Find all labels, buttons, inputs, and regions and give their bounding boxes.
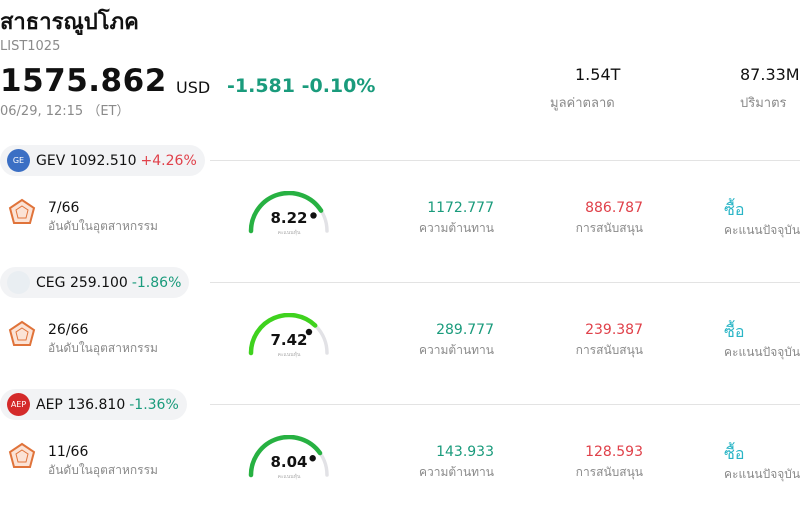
gauge-fill — [248, 435, 323, 478]
support-value: 239.387 — [585, 322, 643, 338]
holding-ticker: CEG — [36, 274, 66, 291]
industry-rank-label: อันดับในอุตสาหกรรม — [48, 341, 158, 355]
resistance-value: 143.933 — [436, 444, 494, 460]
rating-buy[interactable]: ซื้อ — [724, 444, 745, 463]
holding-ticker: GEV — [36, 152, 66, 169]
industry-rank-label: อันดับในอุตสาหกรรม — [48, 463, 158, 477]
resistance-label: ความต้านทาน — [419, 465, 494, 479]
holding-row[interactable]: AEP AEP 136.810 -1.36% 11/66 อันดับในอุต… — [0, 389, 800, 511]
score-gauge — [248, 313, 329, 356]
holding-change-pct: -1.36% — [129, 396, 179, 413]
gauge-fill — [248, 191, 324, 234]
stock-score: 8.22 — [270, 209, 308, 227]
holding-ticker-pill[interactable]: CEG 259.100 -1.86% — [0, 267, 190, 298]
score-gauge — [248, 435, 329, 478]
volume-label: ปริมาตร — [740, 96, 787, 111]
holding-ticker-pill[interactable]: GE GEV 1092.510 +4.26% — [0, 145, 205, 176]
industry-rank: 26/66 — [48, 322, 89, 338]
company-logo-icon — [7, 271, 30, 294]
company-logo-icon: AEP — [7, 393, 30, 416]
stock-score-label: คะแนนหุ้น — [277, 230, 301, 236]
holding-row[interactable]: CEG 259.100 -1.86% 26/66 อันดับในอุตสาหก… — [0, 267, 800, 389]
price-currency: USD — [176, 78, 211, 97]
index-price: 1575.862 — [0, 63, 167, 99]
support-value: 886.787 — [585, 200, 643, 216]
resistance-label: ความต้านทาน — [419, 221, 494, 235]
support-label: การสนับสนุน — [575, 465, 643, 479]
support-value: 128.593 — [585, 444, 643, 460]
pentagon-rank-icon — [8, 442, 36, 468]
holding-row[interactable]: GE GEV 1092.510 +4.26% 7/66 อันดับในอุตส… — [0, 145, 800, 267]
score-gauge — [248, 191, 329, 234]
logo-text: AEP — [10, 400, 27, 409]
industry-rank: 7/66 — [48, 200, 80, 216]
support-label: การสนับสนุน — [575, 221, 643, 235]
stock-score: 8.04 — [270, 453, 308, 471]
price-change: -1.581 -0.10% — [227, 75, 376, 97]
index-symbol: LIST1025 — [0, 39, 61, 54]
holding-ticker-pill[interactable]: AEP AEP 136.810 -1.36% — [0, 389, 187, 420]
gauge-needle-dot — [310, 212, 317, 219]
holding-change-pct: -1.86% — [131, 274, 182, 291]
current-rating-label: คะแนนปัจจุบัน — [724, 223, 800, 237]
rating-buy[interactable]: ซื้อ — [724, 200, 745, 219]
holding-change-pct: +4.26% — [140, 152, 197, 169]
volume-value: 87.33M — [740, 65, 800, 84]
quote-timestamp: 06/29, 12:15 （ET） — [0, 104, 130, 119]
market-cap-label: มูลค่าตลาด — [550, 96, 615, 111]
resistance-value: 289.777 — [436, 322, 494, 338]
page-title: สาธารณูปโภค — [0, 10, 139, 35]
row-divider — [210, 282, 800, 283]
logo-text: GE — [12, 156, 25, 165]
rating-buy[interactable]: ซื้อ — [724, 322, 745, 341]
industry-rank-label: อันดับในอุตสาหกรรม — [48, 219, 158, 233]
holding-ticker: AEP — [36, 396, 63, 413]
row-divider — [210, 160, 800, 161]
row-divider — [210, 404, 800, 405]
stock-score-label: คะแนนหุ้น — [277, 352, 301, 358]
market-cap-value: 1.54T — [575, 65, 621, 84]
support-label: การสนับสนุน — [575, 343, 643, 357]
holding-price: 136.810 — [67, 396, 126, 413]
gauge-needle-dot — [309, 455, 316, 462]
current-rating-label: คะแนนปัจจุบัน — [724, 467, 800, 481]
company-logo-icon: GE — [7, 149, 30, 172]
current-rating-label: คะแนนปัจจุบัน — [724, 345, 800, 359]
holding-price: 1092.510 — [69, 152, 137, 169]
gauge-fill — [248, 313, 318, 356]
pentagon-rank-icon — [8, 320, 36, 346]
pentagon-rank-icon — [8, 198, 36, 224]
stock-score: 7.42 — [270, 331, 308, 349]
holding-price: 259.100 — [69, 274, 128, 291]
resistance-value: 1172.777 — [427, 200, 494, 216]
resistance-label: ความต้านทาน — [419, 343, 494, 357]
industry-rank: 11/66 — [48, 444, 89, 460]
stock-score-label: คะแนนหุ้น — [277, 474, 301, 480]
gauge-needle-dot — [305, 328, 313, 336]
